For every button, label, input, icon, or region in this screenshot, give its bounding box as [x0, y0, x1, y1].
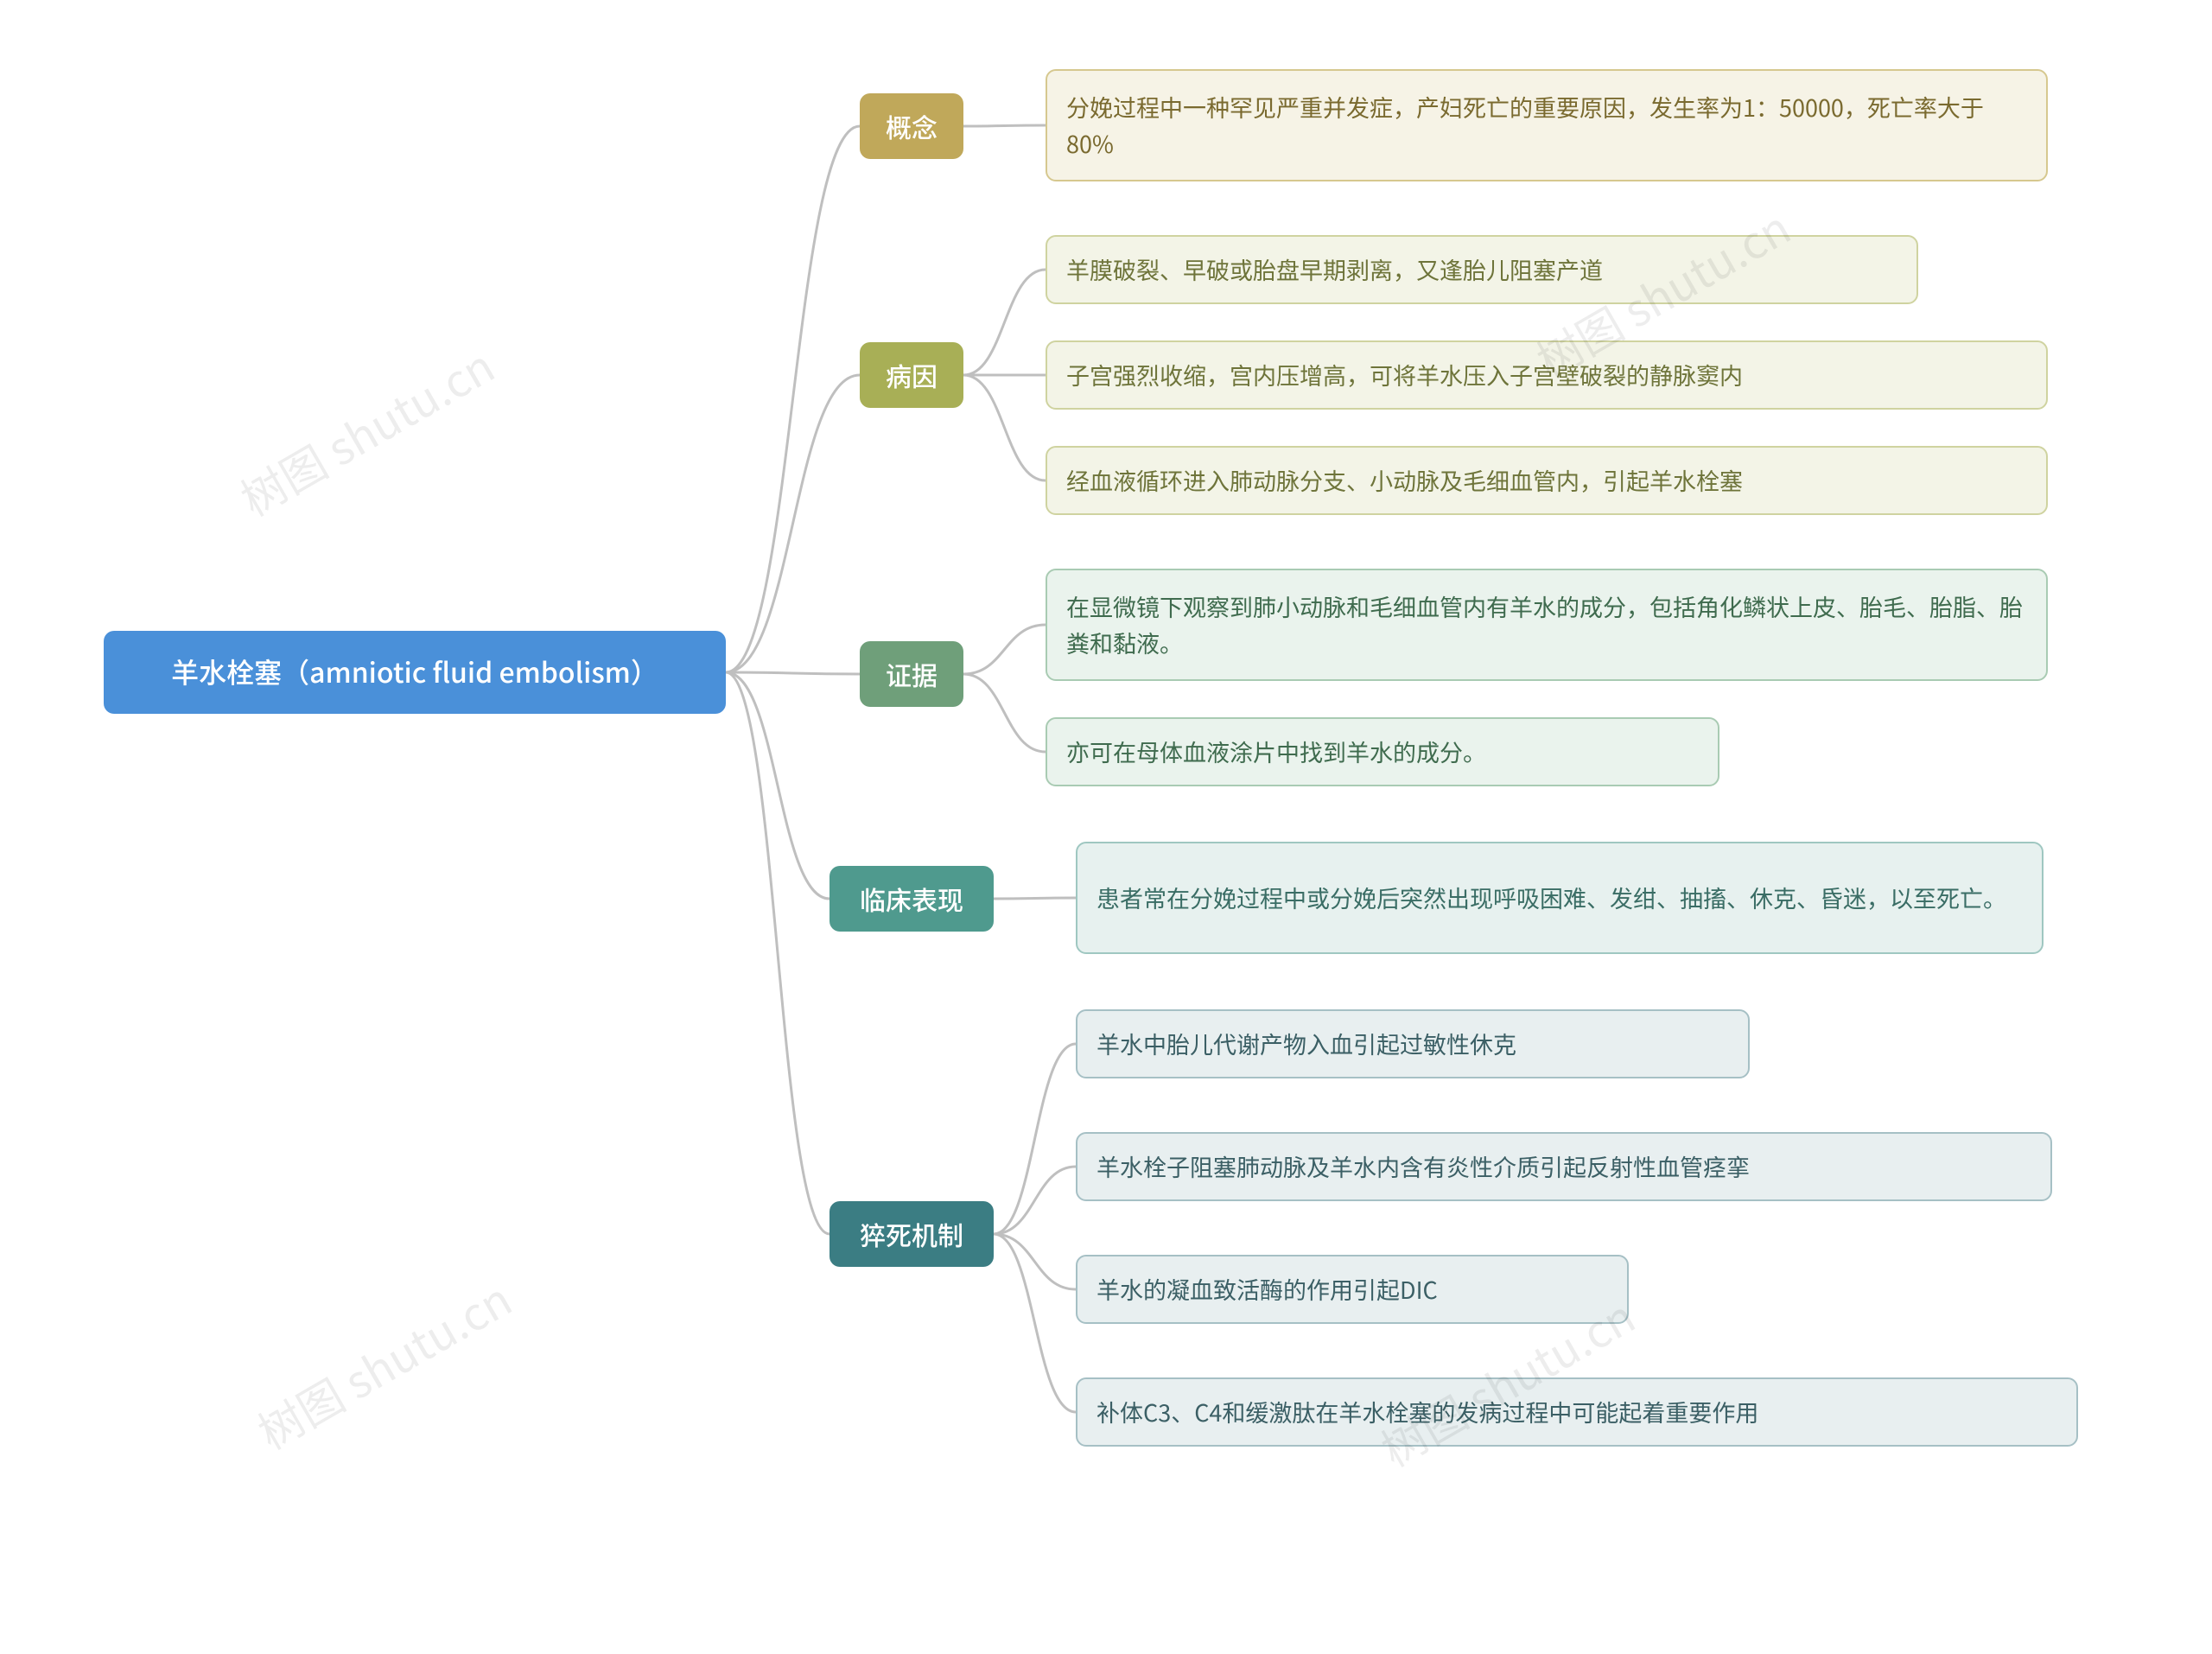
- leaf-text: 子宫强烈收缩，宫内压增高，可将羊水压入子宫壁破裂的静脉窦内: [1066, 357, 1743, 393]
- leaf-b5l3[interactable]: 羊水的凝血致活酶的作用引起DIC: [1076, 1255, 1629, 1324]
- branch-label: 临床表现: [860, 879, 963, 919]
- branch-label: 概念: [886, 106, 938, 147]
- leaf-b3l1[interactable]: 在显微镜下观察到肺小动脉和毛细血管内有羊水的成分，包括角化鳞状上皮、胎毛、胎脂、…: [1046, 569, 2048, 681]
- leaf-b5l2[interactable]: 羊水栓子阻塞肺动脉及羊水内含有炎性介质引起反射性血管痉挛: [1076, 1132, 2052, 1201]
- branch-b4[interactable]: 临床表现: [830, 866, 994, 932]
- watermark: 树图 shutu.cn: [227, 331, 505, 528]
- watermark: 树图 shutu.cn: [245, 1264, 522, 1461]
- leaf-text: 分娩过程中一种罕见严重并发症，产妇死亡的重要原因，发生率为1：50000，死亡率…: [1066, 89, 2027, 162]
- leaf-text: 羊水中胎儿代谢产物入血引起过敏性休克: [1096, 1026, 1516, 1062]
- leaf-b2l2[interactable]: 子宫强烈收缩，宫内压增高，可将羊水压入子宫壁破裂的静脉窦内: [1046, 340, 2048, 410]
- branch-b5[interactable]: 猝死机制: [830, 1201, 994, 1267]
- leaf-b1l1[interactable]: 分娩过程中一种罕见严重并发症，产妇死亡的重要原因，发生率为1：50000，死亡率…: [1046, 69, 2048, 181]
- leaf-text: 补体C3、C4和缓激肽在羊水栓塞的发病过程中可能起着重要作用: [1096, 1394, 1758, 1430]
- branch-label: 猝死机制: [860, 1214, 963, 1255]
- leaf-b5l4[interactable]: 补体C3、C4和缓激肽在羊水栓塞的发病过程中可能起着重要作用: [1076, 1377, 2078, 1447]
- branch-label: 证据: [886, 654, 938, 695]
- leaf-text: 羊水的凝血致活酶的作用引起DIC: [1096, 1271, 1438, 1307]
- leaf-b2l3[interactable]: 经血液循环进入肺动脉分支、小动脉及毛细血管内，引起羊水栓塞: [1046, 446, 2048, 515]
- root-node[interactable]: 羊水栓塞（amniotic fluid embolism）: [104, 631, 726, 714]
- leaf-text: 羊膜破裂、早破或胎盘早期剥离，又逢胎儿阻塞产道: [1066, 251, 1603, 288]
- leaf-text: 患者常在分娩过程中或分娩后突然出现呼吸困难、发绀、抽搐、休克、昏迷，以至死亡。: [1096, 880, 2006, 916]
- root-label: 羊水栓塞（amniotic fluid embolism）: [171, 651, 658, 694]
- leaf-text: 经血液循环进入肺动脉分支、小动脉及毛细血管内，引起羊水栓塞: [1066, 462, 1743, 499]
- branch-b3[interactable]: 证据: [860, 641, 963, 707]
- branch-b1[interactable]: 概念: [860, 93, 963, 159]
- leaf-b2l1[interactable]: 羊膜破裂、早破或胎盘早期剥离，又逢胎儿阻塞产道: [1046, 235, 1918, 304]
- leaf-b4l1[interactable]: 患者常在分娩过程中或分娩后突然出现呼吸困难、发绀、抽搐、休克、昏迷，以至死亡。: [1076, 842, 2044, 954]
- leaf-b5l1[interactable]: 羊水中胎儿代谢产物入血引起过敏性休克: [1076, 1009, 1750, 1078]
- branch-b2[interactable]: 病因: [860, 342, 963, 408]
- leaf-text: 羊水栓子阻塞肺动脉及羊水内含有炎性介质引起反射性血管痉挛: [1096, 1148, 1750, 1185]
- branch-label: 病因: [886, 355, 938, 396]
- leaf-b3l2[interactable]: 亦可在母体血液涂片中找到羊水的成分。: [1046, 717, 1719, 786]
- leaf-text: 亦可在母体血液涂片中找到羊水的成分。: [1066, 734, 1486, 770]
- mindmap-stage: 羊水栓塞（amniotic fluid embolism） 概念 分娩过程中一种罕见…: [0, 0, 2212, 1654]
- leaf-text: 在显微镜下观察到肺小动脉和毛细血管内有羊水的成分，包括角化鳞状上皮、胎毛、胎脂、…: [1066, 588, 2027, 661]
